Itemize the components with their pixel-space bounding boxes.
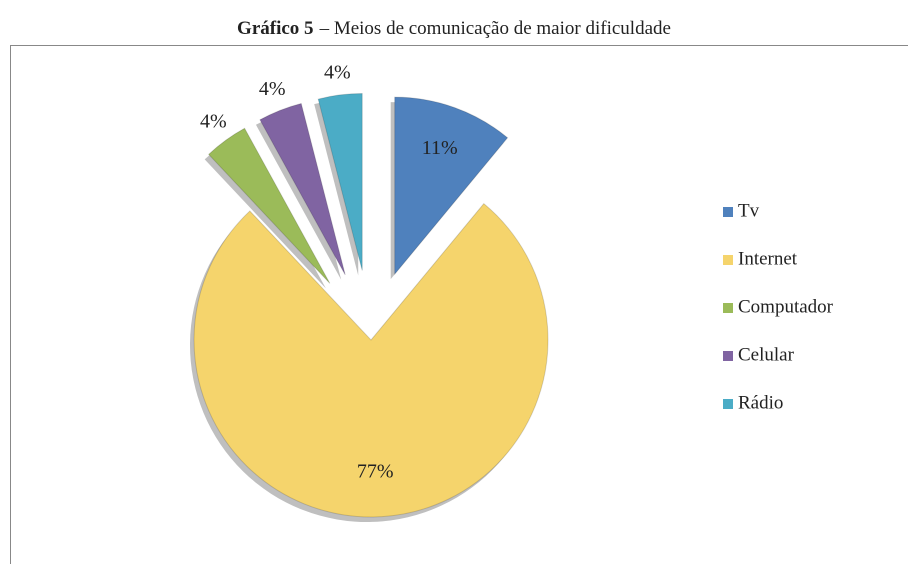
legend-swatch xyxy=(723,399,733,409)
legend-swatch xyxy=(723,303,733,313)
data-label: 4% xyxy=(259,78,286,100)
title-text: – Meios de comunicação de maior dificuld… xyxy=(319,18,671,39)
legend-label: Rádio xyxy=(738,392,783,413)
data-label: 11% xyxy=(422,137,458,159)
data-label: 77% xyxy=(357,460,394,482)
legend-swatch xyxy=(723,255,733,265)
title-bold: Gráfico 5 xyxy=(237,18,314,39)
data-label: 4% xyxy=(324,61,351,83)
legend-swatch xyxy=(723,207,733,217)
data-label: 4% xyxy=(200,111,227,133)
legend-label: Celular xyxy=(738,344,795,365)
legend-label: Internet xyxy=(738,248,798,269)
legend-swatch xyxy=(723,351,733,361)
legend-label: Tv xyxy=(738,200,760,221)
legend-label: Computador xyxy=(738,296,834,317)
chart-title: Gráfico 5– Meios de comunicação de maior… xyxy=(237,18,671,39)
